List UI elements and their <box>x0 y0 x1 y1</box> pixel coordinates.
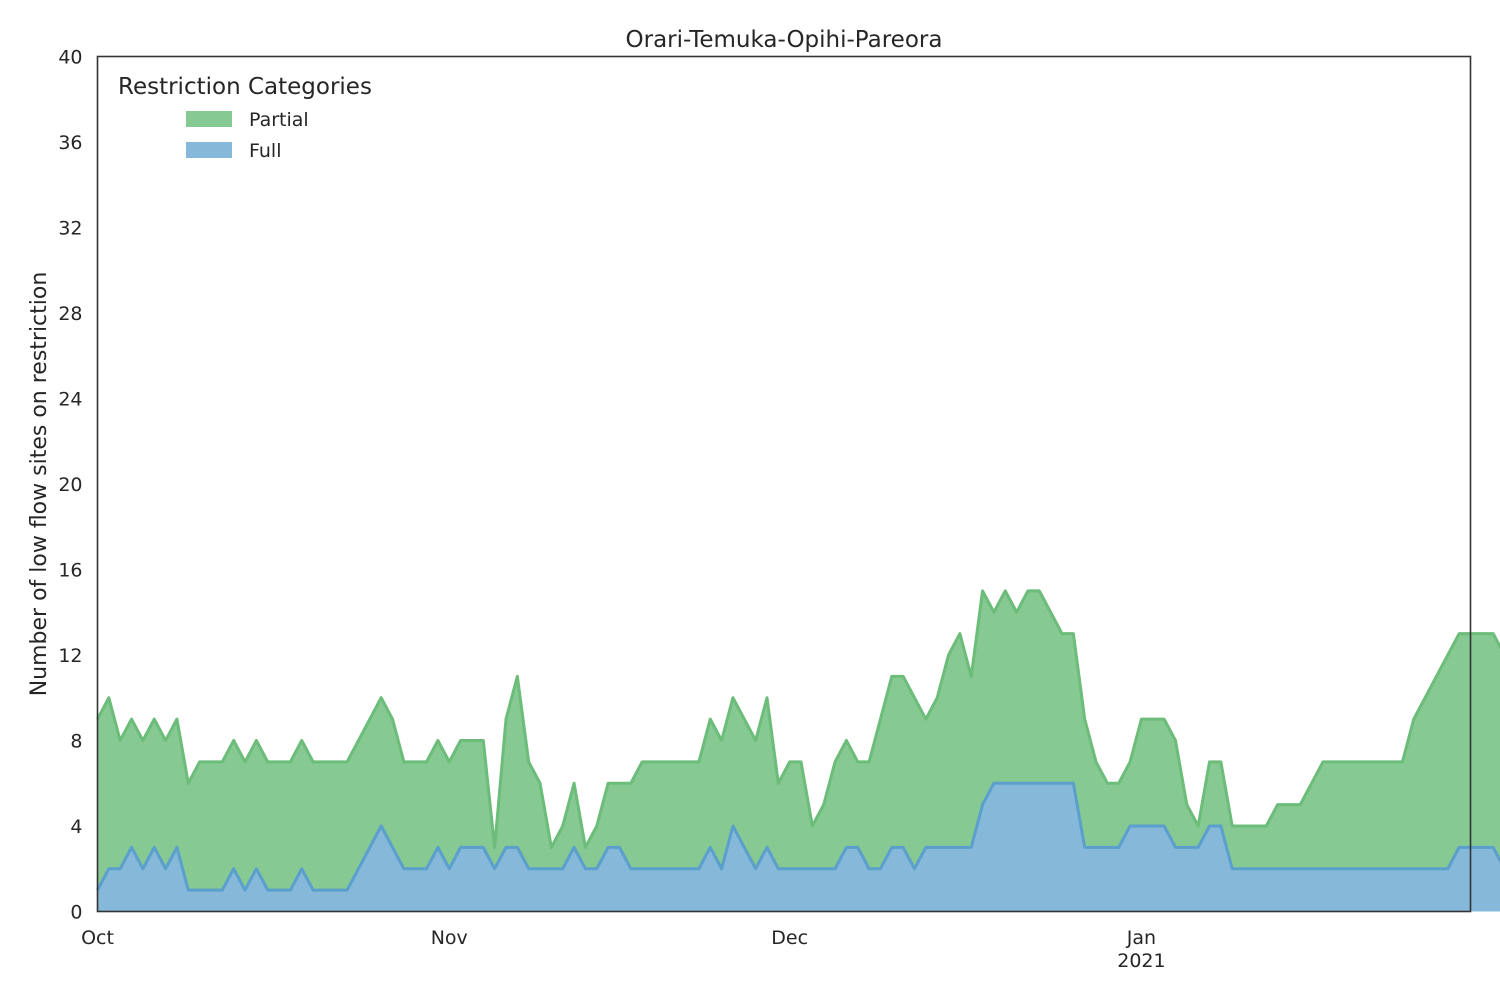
y-tick-label: 40 <box>58 47 82 69</box>
legend: Restriction Categories Partial Full <box>118 74 372 162</box>
y-axis-ticks: 0 4 8 12 16 20 24 28 32 36 40 <box>58 47 82 924</box>
legend-swatch-full <box>186 142 232 158</box>
y-axis-label: Number of low flow sites on restriction <box>27 272 52 697</box>
y-tick-label: 32 <box>58 218 82 240</box>
legend-label-full: Full <box>249 140 282 162</box>
x-tick-label: Jan <box>1126 927 1156 949</box>
y-tick-label: 4 <box>70 816 82 838</box>
plot-frame <box>96 55 1472 913</box>
y-tick-label: 24 <box>58 389 82 411</box>
series-line-partial <box>96 589 1500 849</box>
series-area-full <box>97 783 1500 912</box>
x-tick-sublabel: 2021 <box>1117 950 1165 972</box>
y-tick-label: 8 <box>70 731 82 753</box>
y-tick-label: 12 <box>58 645 82 667</box>
y-tick-label: 20 <box>58 474 82 496</box>
legend-swatch-partial <box>186 111 232 127</box>
legend-label-partial: Partial <box>249 109 309 131</box>
series-area-partial <box>97 590 1500 891</box>
y-tick-label: 0 <box>70 902 82 924</box>
x-tick-label: Oct <box>81 927 114 949</box>
x-tick-label: Dec <box>771 927 808 949</box>
y-tick-label: 16 <box>58 560 82 582</box>
x-tick-label: Nov <box>431 927 468 949</box>
chart-title: Orari-Temuka-Opihi-Pareora <box>626 27 943 53</box>
y-tick-label: 28 <box>58 303 82 325</box>
legend-title: Restriction Categories <box>118 74 372 100</box>
series-line-full <box>96 781 1500 892</box>
y-tick-label: 36 <box>58 132 82 154</box>
areas-layer <box>96 589 1500 912</box>
